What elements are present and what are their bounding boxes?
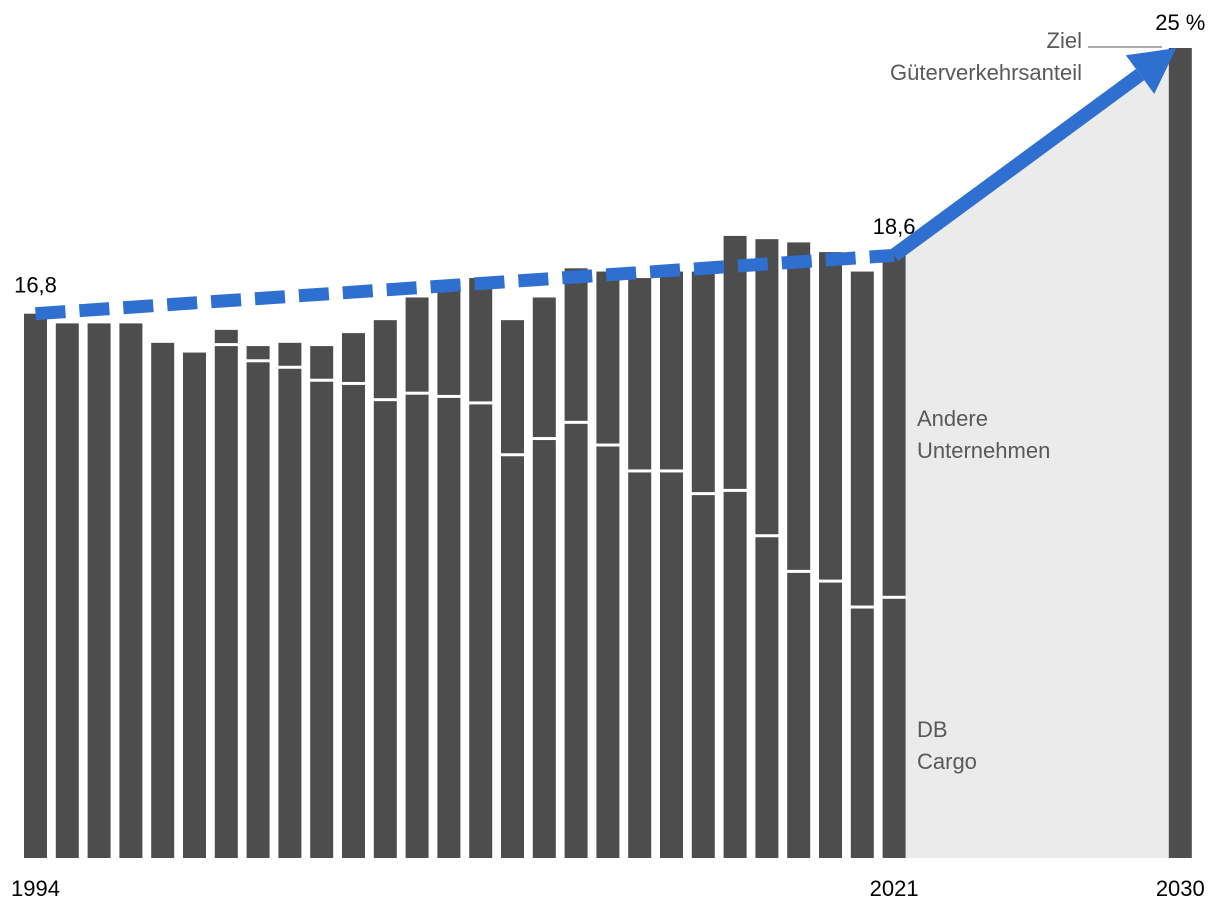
series-label: Andere Unternehmen	[917, 406, 1050, 463]
bar-segment	[214, 329, 238, 344]
annotation: 16,8	[14, 272, 57, 297]
target-arrow	[889, 69, 1145, 262]
bar-segment	[787, 242, 811, 570]
bar-segment	[882, 255, 906, 596]
bar-segment	[596, 446, 620, 858]
bar-segment	[850, 608, 874, 858]
bar-segment	[850, 271, 874, 606]
bar-segment	[882, 598, 906, 858]
bar-segment	[437, 397, 461, 858]
bar-segment	[183, 352, 206, 858]
annotation: 18,6	[873, 214, 916, 239]
bar-segment	[628, 278, 652, 470]
bar-segment	[342, 384, 365, 858]
bar-segment	[501, 456, 524, 858]
bar-segment	[246, 362, 270, 858]
bar-segment	[119, 323, 143, 858]
bar-segment	[691, 495, 715, 858]
bar-segment	[405, 394, 429, 858]
series-label: Ziel Güterverkehrsanteil	[890, 28, 1082, 85]
series-label: DB Cargo	[917, 717, 977, 774]
bar-segment	[55, 323, 79, 858]
bar-segment	[819, 252, 842, 580]
bar-segment	[246, 346, 270, 360]
bar-segment	[278, 342, 302, 366]
projection-area	[905, 48, 1169, 858]
bar-segment	[755, 537, 779, 858]
bar-segment	[532, 297, 556, 438]
bar-segment	[151, 342, 175, 859]
bar-segment	[755, 239, 779, 535]
bar-segment	[24, 313, 47, 858]
bar-segment	[469, 404, 493, 858]
bar-segment	[373, 401, 397, 858]
bar-segment	[87, 323, 111, 858]
bar-segment	[214, 346, 238, 858]
bar-segment	[278, 368, 302, 858]
target-bar	[1168, 48, 1192, 858]
bar-segment	[723, 235, 747, 489]
bar-segment	[469, 278, 493, 402]
bar-segment	[405, 297, 429, 392]
x-tick-label: 2021	[870, 876, 919, 901]
bar-segment	[342, 333, 365, 382]
x-tick-label: 1994	[11, 876, 60, 901]
bar-segment	[437, 281, 461, 395]
bar-segment	[628, 472, 652, 858]
bar-segment	[501, 320, 524, 454]
x-tick-label: 2030	[1156, 876, 1205, 901]
bar-segment	[532, 440, 556, 858]
bar-segment	[310, 381, 334, 858]
target-arrowhead	[1125, 48, 1177, 94]
bar-segment	[787, 572, 811, 858]
bar-segment	[596, 271, 620, 444]
bar-segment	[723, 491, 747, 858]
bar-segment	[660, 271, 683, 470]
trend-line	[35, 248, 895, 321]
bar-segment	[564, 268, 588, 421]
bar-segment	[373, 320, 397, 399]
bar-segment	[660, 472, 683, 858]
value-label: 25 %	[1155, 10, 1205, 35]
bar-segment	[819, 582, 842, 858]
bar-segment	[564, 423, 588, 858]
bar-segment	[310, 346, 334, 379]
bar-segment	[691, 271, 715, 493]
